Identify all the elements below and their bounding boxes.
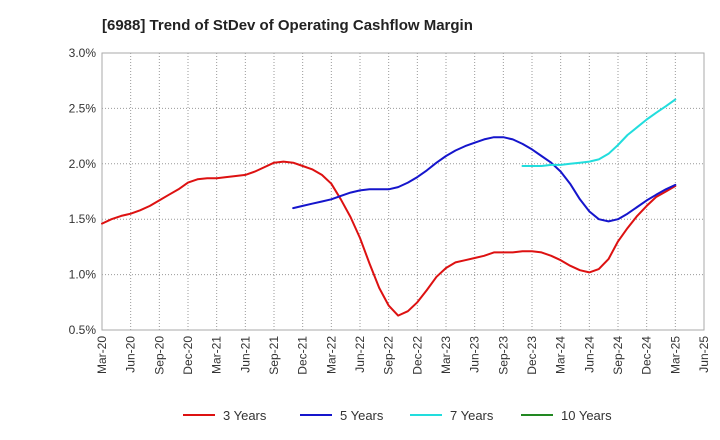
x-tick-label: Sep-24 xyxy=(611,336,625,375)
x-tick-label: Sep-21 xyxy=(267,336,281,375)
series-line-5-years xyxy=(292,136,677,223)
legend-label: 7 Years xyxy=(450,408,494,423)
y-tick-label: 2.0% xyxy=(69,157,97,171)
legend-item: 5 Years xyxy=(300,408,384,423)
plot-frame xyxy=(101,52,705,331)
x-tick-label: Jun-25 xyxy=(697,336,711,373)
legend-label: 10 Years xyxy=(561,408,612,423)
y-tick-label: 1.5% xyxy=(69,212,97,226)
x-tick-label: Jun-21 xyxy=(238,336,252,373)
x-tick-label: Mar-25 xyxy=(668,336,682,374)
x-tick-label: Dec-20 xyxy=(181,336,195,375)
x-tick-label: Mar-22 xyxy=(324,336,338,374)
x-tick-label: Sep-22 xyxy=(382,336,396,375)
legend-item: 3 Years xyxy=(183,408,267,423)
chart-title: [6988] Trend of StDev of Operating Cashf… xyxy=(102,17,473,34)
x-tick-label: Mar-23 xyxy=(439,336,453,374)
x-tick-label: Jun-20 xyxy=(124,336,138,373)
x-tick-label: Sep-23 xyxy=(496,336,510,375)
x-tick-label: Jun-24 xyxy=(582,336,596,373)
y-tick-label: 3.0% xyxy=(69,46,97,60)
legend: 3 Years 5 Years 7 Years 10 Years xyxy=(183,408,612,423)
x-axis-ticks: Mar-20 Jun-20 Sep-20 Dec-20 Mar-21 Jun-21 Sep-… xyxy=(95,336,711,375)
x-tick-label: Jun-22 xyxy=(353,336,367,373)
x-tick-label: Dec-23 xyxy=(525,336,539,375)
legend-label: 5 Years xyxy=(340,408,384,423)
x-tick-label: Mar-24 xyxy=(554,336,568,374)
series-line-3-years xyxy=(101,160,677,317)
x-tick-label: Dec-22 xyxy=(410,336,424,375)
x-tick-label: Dec-24 xyxy=(640,336,654,375)
legend-item: 10 Years xyxy=(521,408,612,423)
x-tick-label: Mar-20 xyxy=(95,336,109,374)
y-axis-ticks: 0.5% 1.0% 1.5% 2.0% 2.5% 3.0% xyxy=(69,46,97,337)
series-line-7-years xyxy=(521,98,677,167)
series-lines xyxy=(101,98,677,317)
x-tick-label: Jun-23 xyxy=(468,336,482,373)
x-tick-label: Dec-21 xyxy=(296,336,310,375)
y-tick-label: 2.5% xyxy=(69,101,97,115)
grid-lines xyxy=(102,53,704,330)
x-tick-label: Mar-21 xyxy=(210,336,224,374)
legend-label: 3 Years xyxy=(223,408,267,423)
y-tick-label: 0.5% xyxy=(69,323,97,337)
x-tick-label: Sep-20 xyxy=(152,336,166,375)
legend-item: 7 Years xyxy=(410,408,494,423)
y-tick-label: 1.0% xyxy=(69,268,97,282)
